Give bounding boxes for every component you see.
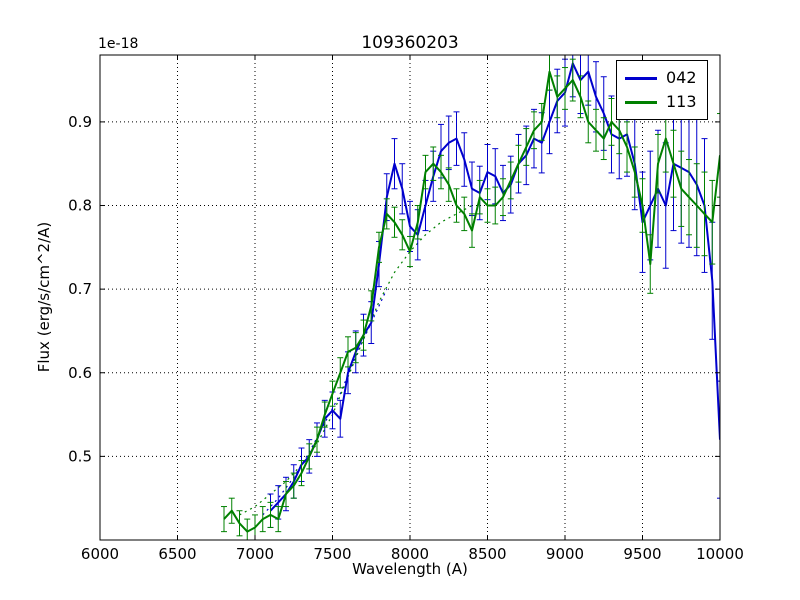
tick-labels: 6000 6500 7000 7500 8000 8500 9000 9500 10000 0.5… (68, 113, 744, 563)
legend-line-swatch-blue (625, 76, 657, 80)
x-tick-label: 7500 (313, 545, 351, 563)
legend-label-042: 042 (666, 68, 697, 87)
y-tick-label: 0.9 (68, 113, 92, 131)
x-tick-label: 8500 (468, 545, 506, 563)
x-tick-label: 8000 (391, 545, 429, 563)
legend-item-113: 113 (625, 90, 697, 114)
legend: 042 113 (616, 60, 708, 120)
tick-marks (99, 55, 721, 540)
x-tick-label: 9500 (623, 545, 661, 563)
x-tick-label: 10000 (696, 545, 744, 563)
y-tick-label: 0.5 (68, 447, 92, 465)
x-tick-label: 6500 (158, 545, 196, 563)
y-tick-label: 0.6 (68, 364, 92, 382)
chart-title: 109360203 (361, 33, 459, 53)
y-tick-label: 0.8 (68, 197, 92, 215)
legend-line-swatch-green (625, 100, 657, 104)
x-tick-label: 9000 (546, 545, 584, 563)
legend-item-042: 042 (625, 66, 697, 90)
x-tick-label: 7000 (236, 545, 274, 563)
y-axis-label: Flux (erg/s/cm^2/A) (35, 221, 53, 373)
legend-label-113: 113 (666, 92, 697, 111)
y-tick-label: 0.7 (68, 280, 92, 298)
series-042-template (262, 288, 388, 516)
grid (100, 55, 720, 540)
x-tick-label: 6000 (81, 545, 119, 563)
x-axis-label: Wavelength (A) (352, 560, 468, 578)
y-axis-offset-label: 1e-18 (98, 36, 139, 52)
series-113 (221, 55, 720, 540)
